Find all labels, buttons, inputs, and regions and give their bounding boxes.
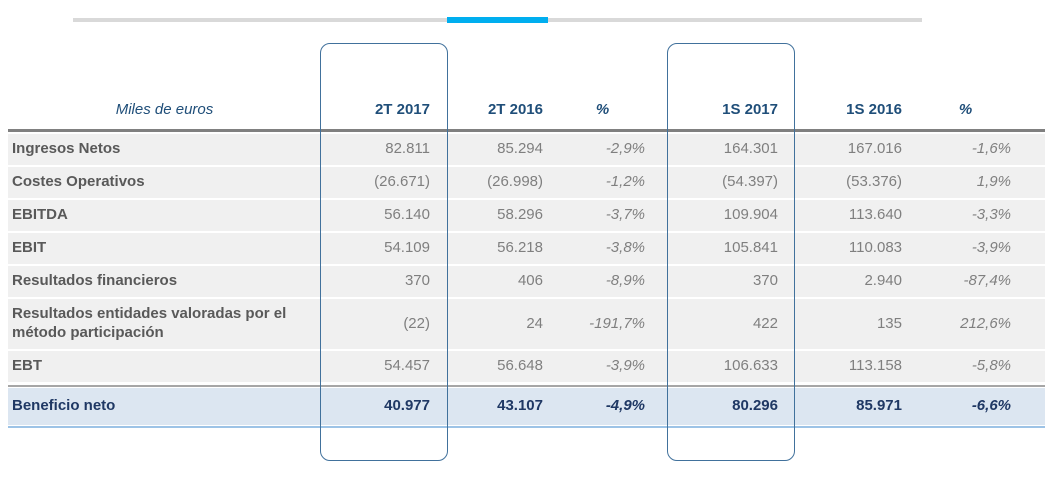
table-row: EBITDA 56.140 58.296 -3,7% 109.904 113.6… bbox=[8, 200, 1045, 231]
cell-value: 85.971 bbox=[856, 397, 902, 415]
cell-value: 56.140 bbox=[384, 206, 430, 224]
cell-value: 164.301 bbox=[723, 140, 778, 158]
cell-value: -2,9% bbox=[605, 140, 645, 158]
table-row: EBIT 54.109 56.218 -3,8% 105.841 110.083… bbox=[8, 233, 1045, 264]
cell-value: 113.158 bbox=[848, 357, 902, 375]
table-row: Ingresos Netos 82.811 85.294 -2,9% 164.3… bbox=[8, 134, 1045, 165]
cell-value: -1,6% bbox=[971, 140, 1011, 158]
cell-value: -3,8% bbox=[605, 239, 645, 257]
column-header-pct-semester: % bbox=[958, 101, 973, 119]
cell-value: -3,7% bbox=[605, 206, 645, 224]
cell-value: 43.107 bbox=[497, 397, 543, 415]
row-label: Resultados financieros bbox=[12, 272, 178, 290]
cell-value: (26.998) bbox=[487, 173, 543, 191]
total-separator-line bbox=[8, 385, 1045, 387]
cell-value: (53.376) bbox=[846, 173, 902, 191]
column-header-1s-2017: 1S 2017 bbox=[722, 101, 778, 119]
table-header-row: Miles de euros 2T 2017 2T 2016 % 1S 2017… bbox=[8, 84, 1045, 129]
cell-value: (54.397) bbox=[722, 173, 778, 191]
cell-value: 422 bbox=[752, 314, 778, 332]
row-label: EBIT bbox=[12, 239, 47, 257]
cell-value: 135 bbox=[876, 314, 902, 332]
cell-value: -3,9% bbox=[971, 239, 1011, 257]
cell-value: 212,6% bbox=[960, 314, 1011, 332]
cell-value: -3,9% bbox=[605, 357, 645, 375]
cell-value: 106.633 bbox=[723, 357, 778, 375]
cell-value: -191,7% bbox=[589, 314, 645, 332]
cell-value: 85.294 bbox=[497, 140, 543, 158]
cell-value: -8,9% bbox=[605, 272, 645, 290]
row-label: Costes Operativos bbox=[12, 173, 145, 191]
cell-value: -1,2% bbox=[605, 173, 645, 191]
cell-value: 113.640 bbox=[848, 206, 902, 224]
cell-value: 58.296 bbox=[497, 206, 543, 224]
divider-blue-accent-bar bbox=[447, 17, 548, 23]
cell-value: 370 bbox=[404, 272, 430, 290]
cell-value: 56.218 bbox=[497, 239, 543, 257]
cell-value: 40.977 bbox=[384, 397, 430, 415]
table-row: Resultados financieros 370 406 -8,9% 370… bbox=[8, 266, 1045, 297]
cell-value: 54.109 bbox=[384, 239, 430, 257]
cell-value: (22) bbox=[403, 314, 430, 332]
table-bottom-line bbox=[8, 426, 1045, 428]
row-label: Ingresos Netos bbox=[12, 140, 121, 158]
row-label: Resultados entidades valoradas por el mé… bbox=[12, 305, 287, 341]
row-label: EBT bbox=[12, 357, 42, 375]
cell-value: -6,6% bbox=[971, 397, 1011, 415]
header-separator-line bbox=[8, 129, 1045, 132]
table-row: Resultados entidades valoradas por el mé… bbox=[8, 299, 1045, 349]
cell-value: 80.296 bbox=[732, 397, 778, 415]
cell-value: 24 bbox=[526, 314, 543, 332]
row-label: EBITDA bbox=[12, 206, 68, 224]
table-row: Costes Operativos (26.671) (26.998) -1,2… bbox=[8, 167, 1045, 198]
net-profit-total-row: Beneficio neto 40.977 43.107 -4,9% 80.29… bbox=[8, 388, 1045, 425]
column-header-pct-quarter: % bbox=[595, 101, 610, 119]
cell-value: 82.811 bbox=[385, 140, 430, 158]
cell-value: -4,9% bbox=[605, 397, 645, 415]
units-label: Miles de euros bbox=[115, 101, 214, 119]
cell-value: 54.457 bbox=[384, 357, 430, 375]
cell-value: 2.940 bbox=[864, 272, 902, 290]
cell-value: 105.841 bbox=[723, 239, 778, 257]
cell-value: 1,9% bbox=[976, 173, 1011, 191]
cell-value: 406 bbox=[517, 272, 543, 290]
row-label: Beneficio neto bbox=[12, 397, 116, 415]
cell-value: -87,4% bbox=[963, 272, 1011, 290]
cell-value: (26.671) bbox=[374, 173, 430, 191]
column-header-2t-2017: 2T 2017 bbox=[374, 101, 430, 119]
column-header-1s-2016: 1S 2016 bbox=[846, 101, 902, 119]
cell-value: -5,8% bbox=[971, 357, 1011, 375]
cell-value: -3,3% bbox=[971, 206, 1011, 224]
cell-value: 370 bbox=[752, 272, 778, 290]
cell-value: 167.016 bbox=[847, 140, 902, 158]
cell-value: 56.648 bbox=[497, 357, 543, 375]
table-row: EBT 54.457 56.648 -3,9% 106.633 113.158 … bbox=[8, 351, 1045, 382]
cell-value: 109.904 bbox=[723, 206, 778, 224]
cell-value: 110.083 bbox=[848, 239, 902, 257]
top-divider bbox=[0, 0, 1061, 30]
column-header-2t-2016: 2T 2016 bbox=[487, 101, 543, 119]
income-statement-table: Miles de euros 2T 2017 2T 2016 % 1S 2017… bbox=[8, 84, 1045, 428]
